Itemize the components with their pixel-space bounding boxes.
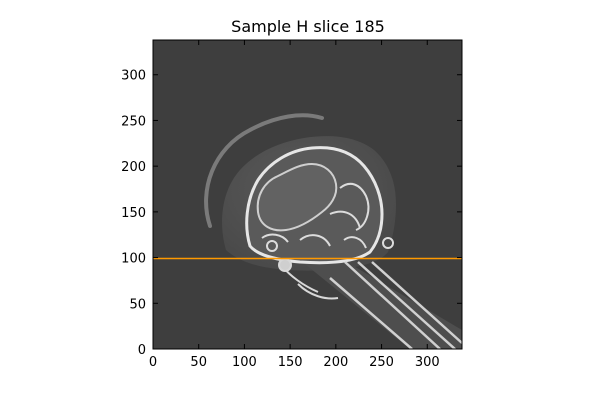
- y-tick-label: 0: [138, 343, 146, 358]
- y-tick-label: 150: [121, 206, 146, 221]
- x-tick-label: 0: [149, 355, 157, 370]
- y-tick-label: 300: [121, 69, 146, 84]
- y-axis: 0 50 100 150 200 250 300: [121, 69, 462, 358]
- x-tick-label: 100: [232, 355, 257, 370]
- x-tick-label: 150: [278, 355, 303, 370]
- x-tick-label: 50: [190, 355, 207, 370]
- neck-tissue: [300, 258, 462, 349]
- bone-structures: [261, 182, 394, 252]
- plot-frame: [152, 39, 463, 350]
- x-axis: 0 50 100 150 200 250 300: [149, 40, 440, 370]
- ct-image: [153, 40, 462, 349]
- y-tick-label: 100: [121, 252, 146, 267]
- support-arc: [204, 113, 324, 228]
- x-tick-label: 300: [415, 355, 440, 370]
- x-tick-label: 250: [369, 355, 394, 370]
- chart-title: Sample H slice 185: [231, 17, 385, 36]
- support-bars: [329, 261, 462, 349]
- x-tick-label: 200: [323, 355, 348, 370]
- y-tick-label: 200: [121, 160, 146, 175]
- y-tick-label: 250: [121, 114, 146, 129]
- brain: [256, 162, 338, 232]
- y-tick-label: 50: [129, 297, 146, 312]
